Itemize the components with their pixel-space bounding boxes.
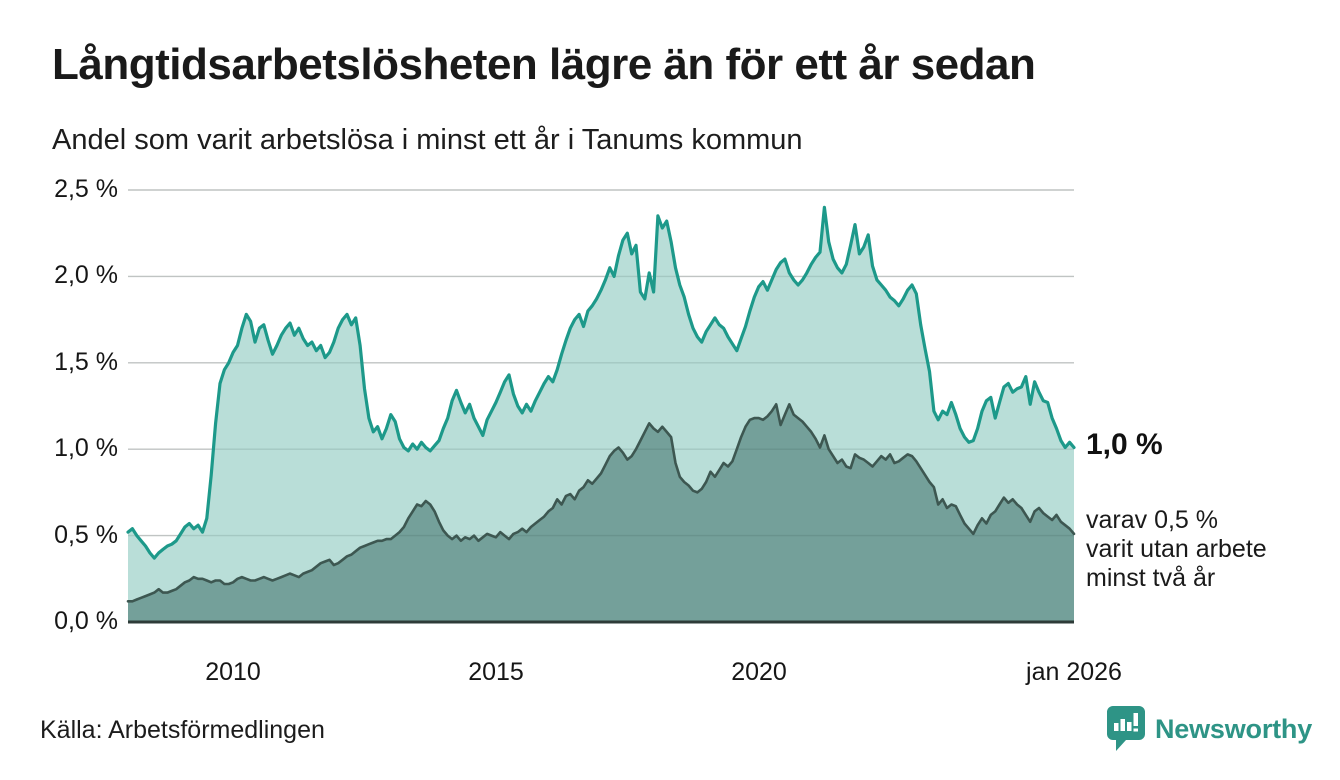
y-tick-label: 2,5 % — [54, 175, 118, 203]
y-tick-label: 1,0 % — [54, 434, 118, 463]
source-note: Källa: Arbetsförmedlingen — [40, 716, 325, 744]
secondary-value-label: varav 0,5 % varit utan arbete minst två … — [1086, 505, 1267, 592]
y-tick-label: 0,0 % — [54, 607, 118, 635]
latest-value-label: 1,0 % — [1086, 428, 1163, 462]
chart-subtitle: Andel som varit arbetslösa i minst ett å… — [52, 124, 803, 156]
x-tick-label: 2015 — [468, 658, 524, 686]
newsworthy-icon — [1107, 706, 1145, 751]
newsworthy-logo: Newsworthy — [1106, 705, 1312, 753]
x-tick-label: 2020 — [731, 658, 787, 686]
y-tick-label: 2,0 % — [54, 261, 118, 290]
y-tick-label: 0,5 % — [54, 520, 118, 549]
x-tick-label: jan 2026 — [1026, 658, 1122, 686]
x-tick-label: 2010 — [205, 658, 261, 686]
y-tick-label: 1,5 % — [54, 347, 118, 376]
brand-name: Newsworthy — [1155, 713, 1313, 744]
page-title: Långtidsarbetslösheten lägre än för ett … — [52, 40, 1036, 89]
